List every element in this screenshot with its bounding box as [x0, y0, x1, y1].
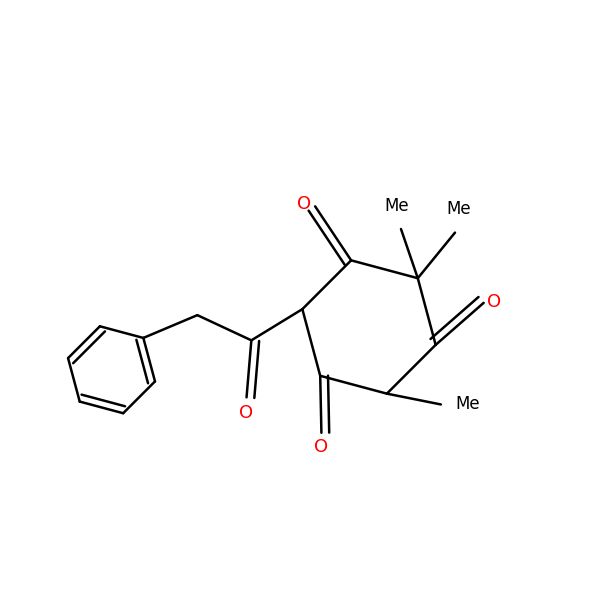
Text: Me: Me — [384, 197, 409, 215]
Text: O: O — [239, 404, 254, 422]
Text: O: O — [487, 293, 502, 311]
Text: Me: Me — [455, 395, 480, 413]
Text: O: O — [314, 438, 328, 456]
Text: O: O — [297, 195, 311, 213]
Text: Me: Me — [446, 200, 471, 218]
